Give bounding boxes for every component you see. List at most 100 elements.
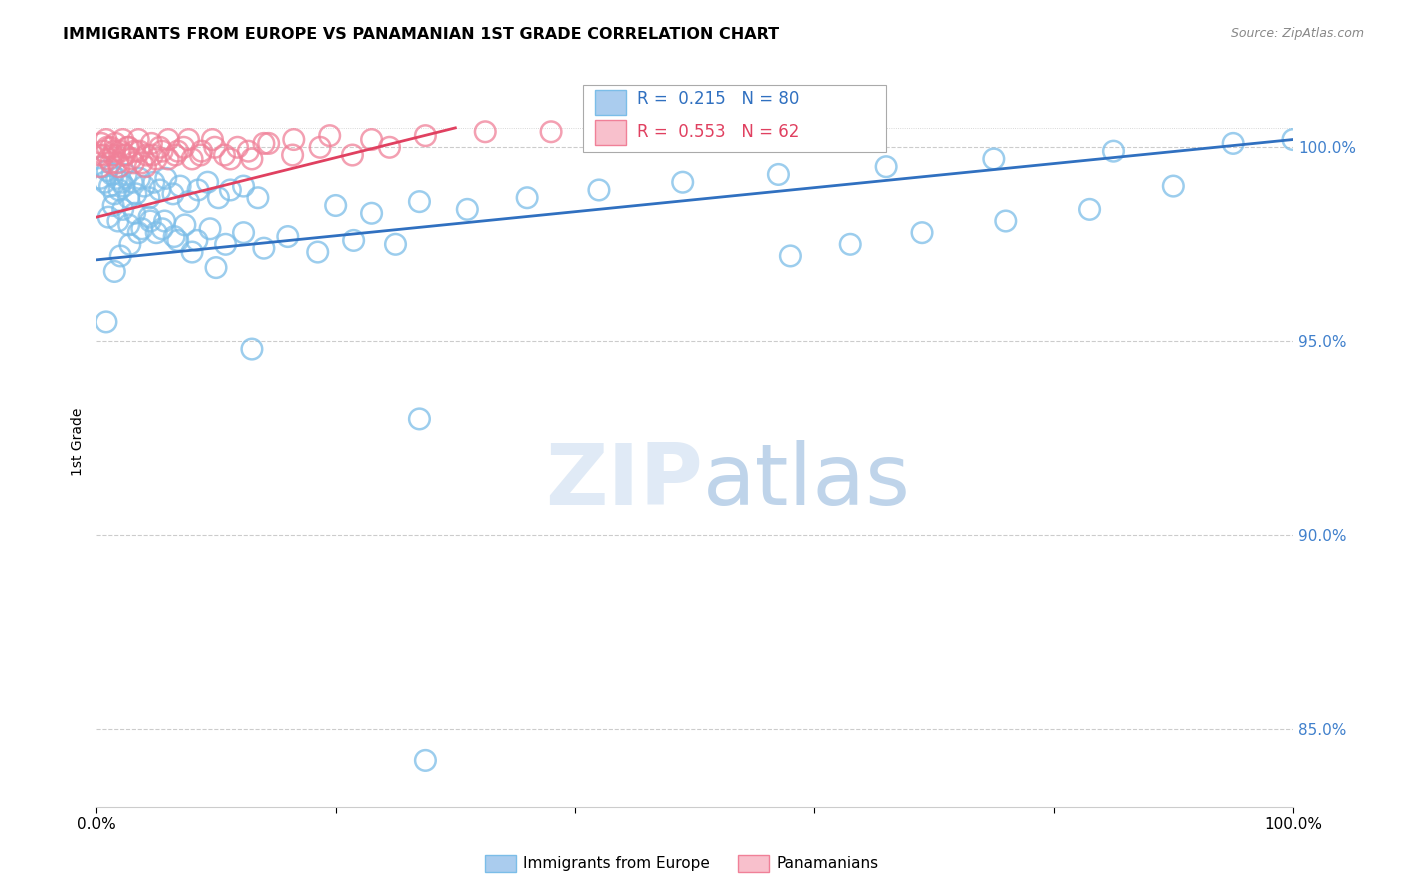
- Text: atlas: atlas: [703, 440, 911, 524]
- Point: [138, 210, 160, 224]
- Point: [97, 152, 120, 166]
- Point: [157, 152, 180, 166]
- Text: R =  0.553   N = 62: R = 0.553 N = 62: [637, 122, 799, 141]
- Point: [257, 136, 280, 151]
- Point: [1163, 179, 1185, 194]
- Point: [110, 249, 132, 263]
- Point: [90, 136, 112, 151]
- Point: [135, 148, 157, 162]
- Point: [112, 179, 135, 194]
- Point: [214, 237, 236, 252]
- Point: [101, 168, 124, 182]
- Point: [93, 148, 115, 162]
- Point: [983, 152, 1005, 166]
- Point: [134, 179, 156, 194]
- Text: R =  0.215   N = 80: R = 0.215 N = 80: [637, 90, 799, 109]
- Point: [110, 144, 132, 158]
- Point: [93, 175, 115, 189]
- Text: Immigrants from Europe: Immigrants from Europe: [523, 856, 710, 871]
- Point: [96, 163, 118, 178]
- Point: [89, 171, 111, 186]
- Point: [96, 140, 118, 154]
- Point: [384, 237, 406, 252]
- Point: [163, 229, 186, 244]
- Point: [94, 132, 117, 146]
- Text: IMMIGRANTS FROM EUROPE VS PANAMANIAN 1ST GRADE CORRELATION CHART: IMMIGRANTS FROM EUROPE VS PANAMANIAN 1ST…: [63, 27, 779, 42]
- Point: [277, 229, 299, 244]
- Point: [378, 140, 401, 154]
- Point: [145, 152, 167, 166]
- Point: [238, 144, 260, 158]
- Point: [141, 136, 163, 151]
- Point: [128, 171, 150, 186]
- Point: [107, 214, 129, 228]
- Point: [157, 132, 180, 146]
- Point: [91, 160, 114, 174]
- Point: [124, 144, 146, 158]
- Point: [283, 132, 305, 146]
- Point: [103, 186, 125, 201]
- Point: [1102, 144, 1125, 158]
- Point: [360, 206, 382, 220]
- Point: [98, 179, 121, 194]
- Point: [118, 237, 141, 252]
- Point: [165, 148, 187, 162]
- Point: [131, 221, 153, 235]
- Point: [124, 206, 146, 220]
- Point: [1282, 132, 1305, 146]
- Y-axis label: 1st Grade: 1st Grade: [72, 408, 86, 476]
- Point: [103, 144, 125, 158]
- Point: [190, 148, 212, 162]
- Point: [166, 234, 188, 248]
- Point: [118, 191, 141, 205]
- Point: [103, 264, 125, 278]
- Point: [153, 214, 176, 228]
- Point: [207, 191, 229, 205]
- Point: [111, 132, 134, 146]
- Point: [169, 179, 191, 194]
- Point: [181, 152, 204, 166]
- Point: [120, 152, 142, 166]
- Point: [173, 140, 195, 154]
- Point: [408, 412, 430, 426]
- Point: [204, 140, 226, 154]
- Point: [198, 221, 221, 235]
- Point: [138, 191, 160, 205]
- Point: [875, 160, 897, 174]
- Point: [181, 245, 204, 260]
- Point: [1078, 202, 1101, 217]
- Point: [253, 136, 276, 151]
- Point: [201, 132, 224, 146]
- Text: Source: ZipAtlas.com: Source: ZipAtlas.com: [1230, 27, 1364, 40]
- Point: [415, 753, 437, 767]
- Point: [142, 175, 165, 189]
- Point: [325, 198, 347, 212]
- Point: [516, 191, 538, 205]
- Point: [145, 226, 167, 240]
- Point: [107, 156, 129, 170]
- Point: [101, 198, 124, 212]
- Point: [1222, 136, 1244, 151]
- Point: [110, 175, 132, 189]
- Point: [232, 226, 254, 240]
- Point: [240, 342, 263, 356]
- Point: [150, 221, 173, 235]
- Point: [100, 140, 122, 154]
- Point: [118, 140, 141, 154]
- Point: [117, 140, 139, 154]
- Point: [127, 226, 149, 240]
- Point: [190, 144, 212, 158]
- Point: [839, 237, 862, 252]
- Point: [540, 125, 562, 139]
- Point: [768, 168, 790, 182]
- Point: [121, 175, 143, 189]
- Point: [205, 260, 228, 275]
- Point: [253, 241, 276, 255]
- Point: [343, 234, 366, 248]
- Point: [125, 186, 148, 201]
- Point: [112, 148, 135, 162]
- Point: [97, 210, 120, 224]
- Point: [104, 136, 127, 151]
- Point: [318, 128, 340, 143]
- Point: [309, 140, 332, 154]
